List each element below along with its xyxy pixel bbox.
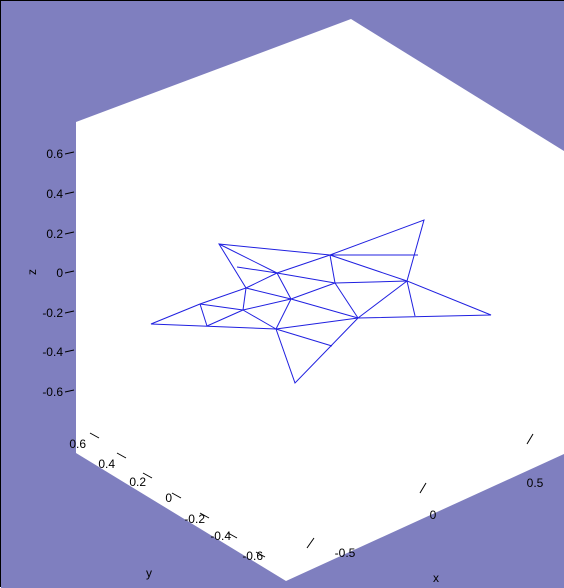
- y-tick-label: -0.4: [210, 529, 231, 543]
- y-tick: [142, 472, 153, 479]
- mesh-edge: [290, 298, 359, 319]
- z-tick: [64, 231, 75, 235]
- x-tick: [526, 433, 534, 445]
- z-tick: [64, 310, 75, 314]
- mesh-edge: [329, 254, 336, 284]
- z-tick: [64, 151, 75, 155]
- mesh-edge: [334, 282, 359, 319]
- mesh-edge: [242, 298, 292, 311]
- z-axis-label: z: [25, 269, 39, 275]
- mesh-edge: [236, 266, 278, 274]
- x-tick: [306, 537, 315, 549]
- star-mesh: [150, 219, 492, 384]
- y-tick: [171, 492, 182, 499]
- z-tick-label: 0.2: [46, 227, 63, 241]
- y-tick-label: 0: [165, 491, 172, 505]
- y-tick-label: -0.2: [184, 512, 205, 526]
- mesh-edge: [276, 254, 331, 274]
- x-tick-label: 0: [430, 508, 437, 522]
- mesh-edge: [199, 303, 244, 311]
- axes-box: [76, 19, 564, 581]
- y-tick: [227, 532, 238, 539]
- x-tick-label: -0.5: [335, 546, 356, 560]
- x-tick: [419, 482, 427, 494]
- z-tick: [64, 270, 75, 274]
- y-tick: [89, 432, 100, 439]
- y-tick: [116, 452, 127, 459]
- mesh-outline: [150, 219, 492, 384]
- mesh-edge: [245, 287, 292, 300]
- y-tick: [199, 512, 210, 519]
- mesh-edge: [275, 317, 359, 330]
- z-tick-label: -0.4: [42, 345, 63, 359]
- z-tick: [64, 191, 75, 195]
- x-tick-label: 0.5: [527, 476, 544, 490]
- z-axis: 0.6 0.4 0.2 0 -0.2 -0.4 -0.6 z: [25, 147, 75, 399]
- mesh-edge: [276, 272, 292, 300]
- mesh-edge: [290, 282, 336, 300]
- mesh-edge: [276, 272, 336, 284]
- y-tick-label: -0.6: [242, 549, 263, 563]
- mesh-edge: [242, 287, 247, 311]
- z-tick-label: 0.4: [46, 187, 63, 201]
- z-tick-label: -0.2: [42, 306, 63, 320]
- mesh-edge: [242, 309, 277, 330]
- mesh-edge: [275, 298, 292, 330]
- y-tick-label: 0.6: [69, 437, 86, 451]
- y-tick: [255, 551, 266, 558]
- z-tick-label: -0.6: [42, 385, 63, 399]
- mesh-edge: [206, 309, 244, 327]
- y-tick-label: 0.4: [98, 457, 115, 471]
- z-tick: [64, 389, 75, 393]
- x-axis-label: x: [433, 571, 439, 585]
- mesh-edge: [357, 280, 408, 319]
- mesh-edge: [334, 280, 408, 284]
- mesh-edge: [406, 280, 416, 317]
- z-tick-label: 0.6: [46, 147, 63, 161]
- mesh-edge: [275, 328, 333, 347]
- x-axis: -0.5 0 0.5 x: [306, 433, 544, 585]
- y-tick-label: 0.2: [129, 475, 146, 489]
- mesh-edge: [245, 272, 278, 289]
- mesh-edge: [329, 254, 408, 282]
- mesh-edge: [199, 303, 208, 327]
- mesh-edge: [218, 243, 278, 274]
- z-tick-label: 0: [56, 266, 63, 280]
- z-tick: [64, 349, 75, 353]
- y-axis: 0.6 0.4 0.2 0 -0.2 -0.4 -0.6 y: [69, 432, 266, 580]
- y-axis-label: y: [146, 566, 152, 580]
